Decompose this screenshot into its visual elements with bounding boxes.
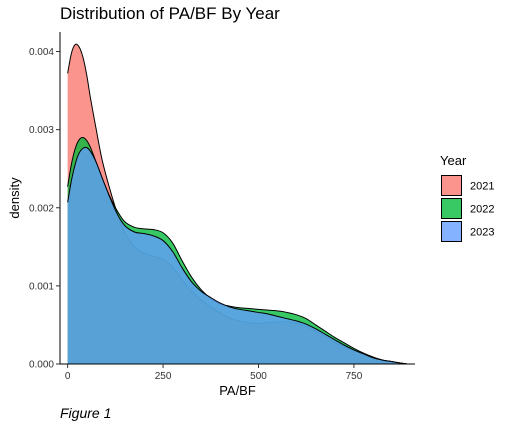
x-tick-label: 250 xyxy=(155,371,172,382)
y-axis-title: density xyxy=(7,177,22,219)
density-areas xyxy=(67,43,408,365)
legend: Year 2021 2022 2023 xyxy=(440,153,494,242)
legend-label-2022: 2022 xyxy=(470,204,494,216)
x-tick-label: 500 xyxy=(250,371,267,382)
legend-label-2023: 2023 xyxy=(470,227,494,239)
density-area-2023 xyxy=(67,147,408,364)
y-tick-label: 0.001 xyxy=(29,281,54,292)
legend-title: Year xyxy=(440,153,467,168)
chart-title: Distribution of PA/BF By Year xyxy=(60,4,280,23)
legend-label-2021: 2021 xyxy=(470,181,494,193)
y-tick-label: 0.004 xyxy=(29,47,54,58)
y-tick-label: 0.000 xyxy=(29,360,54,371)
x-tick-label: 750 xyxy=(346,371,363,382)
figure-caption: Figure 1 xyxy=(60,405,112,421)
x-tick-label: 0 xyxy=(65,371,71,382)
x-axis-title: PA/BF xyxy=(219,383,256,398)
legend-key-2021 xyxy=(441,175,462,196)
axes: 0 250 500 750 0.000 0.001 0.002 0.003 0.004 PA/BF… xyxy=(7,32,415,398)
legend-key-2023 xyxy=(441,221,462,242)
density-line-2023 xyxy=(67,146,408,365)
y-tick-label: 0.003 xyxy=(29,125,54,136)
legend-key-2022 xyxy=(441,198,462,219)
y-tick-label: 0.002 xyxy=(29,203,54,214)
